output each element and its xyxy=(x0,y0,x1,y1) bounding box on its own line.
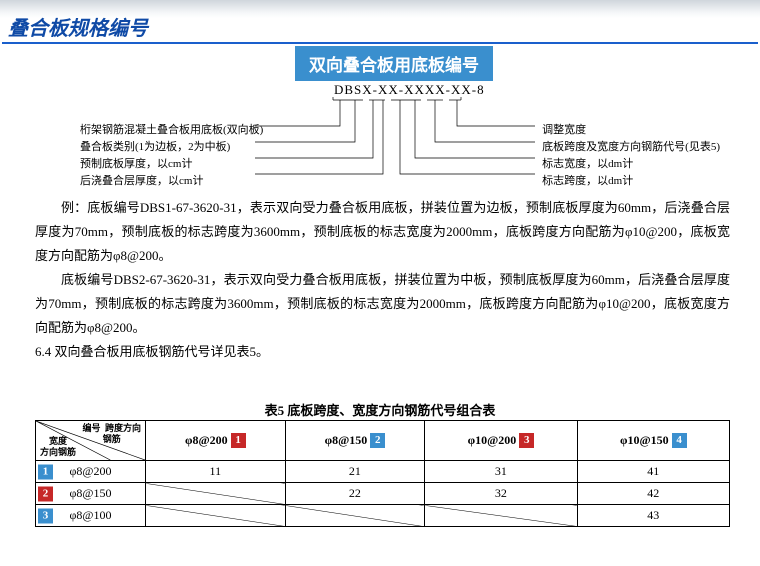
paragraph-3: 6.4 双向叠合板用底板钢筋代号详见表5。 xyxy=(35,340,730,364)
col-header-2: φ8@1502 xyxy=(285,421,425,461)
row-header-3: 3φ8@100 xyxy=(36,505,146,527)
row-header-1: 1φ8@200 xyxy=(36,461,146,483)
table-row: 2φ8@150 22 32 42 xyxy=(36,483,730,505)
paragraph-1: 例：底板编号DBS1-67-3620-31，表示双向受力叠合板用底板，拼装位置为… xyxy=(35,196,730,268)
table-wrapper: 编号 跨度方向钢筋 宽度方向钢筋 φ8@2001 φ8@1502 φ10@200… xyxy=(35,420,730,527)
title-underline xyxy=(2,42,758,44)
paragraph-block: 例：底板编号DBS1-67-3620-31，表示双向受力叠合板用底板，拼装位置为… xyxy=(35,196,730,364)
subtitle-badge: 双向叠合板用底板编号 xyxy=(295,46,493,81)
left-hints: 桁架钢筋混凝土叠合板用底板(双向板) 叠合板类别(1为边板，2为中板) 预制底板… xyxy=(80,122,263,190)
corner-cell: 编号 跨度方向钢筋 宽度方向钢筋 xyxy=(36,421,146,461)
header-row: 编号 跨度方向钢筋 宽度方向钢筋 φ8@2001 φ8@1502 φ10@200… xyxy=(36,421,730,461)
right-hints: 调整宽度 底板跨度及宽度方向钢筋代号(见表5) 标志宽度，以dm计 标志跨度，以… xyxy=(542,122,720,190)
code-diagram: DBSX-XX-XXXX-XX-8 桁架钢筋混凝土叠合板用底板(双向板) 叠合板… xyxy=(80,82,680,190)
table-row: 3φ8@100 43 xyxy=(36,505,730,527)
corner-left-label: 宽度方向钢筋 xyxy=(40,436,76,458)
corner-top-label: 编号 跨度方向钢筋 xyxy=(82,423,141,445)
paragraph-2: 底板编号DBS2-67-3620-31，表示双向受力叠合板用底板，拼装位置为中板… xyxy=(35,268,730,340)
rebar-table: 编号 跨度方向钢筋 宽度方向钢筋 φ8@2001 φ8@1502 φ10@200… xyxy=(35,420,730,527)
col-header-1: φ8@2001 xyxy=(146,421,286,461)
table-row: 1φ8@200 11 21 31 41 xyxy=(36,461,730,483)
row-header-2: 2φ8@150 xyxy=(36,483,146,505)
page-title: 叠合板规格编号 xyxy=(8,12,148,41)
table-caption: 表5 底板跨度、宽度方向钢筋代号组合表 xyxy=(0,400,760,419)
col-header-4: φ10@1504 xyxy=(577,421,729,461)
col-header-3: φ10@2003 xyxy=(425,421,577,461)
